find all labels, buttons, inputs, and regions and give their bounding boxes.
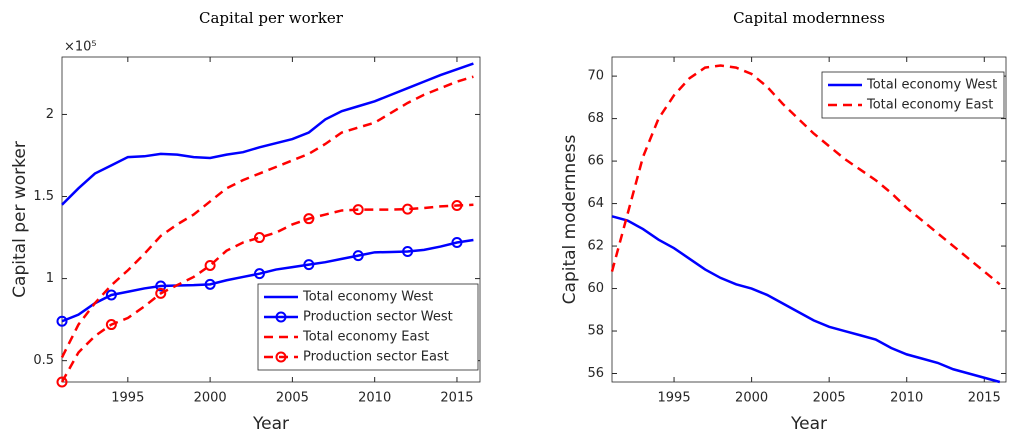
y-tick-label: 1.5 — [33, 189, 54, 204]
legend-marker — [275, 351, 287, 363]
series-marker — [56, 315, 68, 327]
series-marker — [155, 280, 167, 292]
legend-label: Production sector East — [303, 350, 449, 365]
series-marker — [253, 232, 265, 244]
y-tick-label: 1 — [46, 271, 54, 286]
y-tick-label: 2 — [46, 107, 54, 122]
y-tick-label: 58 — [587, 324, 604, 339]
x-axis-label: Year — [252, 414, 289, 434]
y-tick-label: 56 — [587, 366, 604, 381]
series-marker — [451, 236, 463, 248]
series-marker — [303, 213, 315, 225]
x-tick-label: 2010 — [358, 391, 391, 406]
legend-label: Total economy West — [302, 290, 433, 305]
x-tick-label: 1995 — [111, 391, 144, 406]
chart-title: Capital per worker — [199, 9, 344, 27]
series-marker — [402, 246, 414, 258]
series-line — [611, 215, 1001, 384]
legend-box — [257, 283, 479, 371]
series-marker — [204, 259, 216, 271]
legend-label: Total economy West — [866, 78, 997, 93]
y-tick-label: 0.5 — [33, 353, 54, 368]
series-marker — [303, 259, 315, 271]
legend-label: Total economy East — [866, 98, 993, 113]
y-tick-label: 68 — [587, 111, 604, 126]
y-tick-label: 70 — [587, 69, 604, 84]
series-marker — [253, 268, 265, 280]
x-axis-label: Year — [790, 414, 827, 434]
series-marker — [155, 287, 167, 299]
x-tick-label: 2010 — [890, 391, 923, 406]
series-marker — [56, 376, 68, 388]
x-tick-label: 2015 — [968, 391, 1001, 406]
y-axis-label: Capital per worker — [10, 141, 30, 298]
x-tick-label: 2000 — [735, 391, 768, 406]
y-tick-label: 62 — [587, 239, 604, 254]
x-tick-label: 1995 — [658, 391, 691, 406]
series-line — [60, 203, 474, 383]
x-tick-label: 2005 — [276, 391, 309, 406]
series-marker — [451, 200, 463, 212]
legend-box — [821, 71, 1005, 119]
series-line — [61, 62, 474, 206]
y-multiplier: ×10⁵ — [64, 40, 97, 55]
x-tick-label: 2005 — [813, 391, 846, 406]
series-line — [610, 64, 1001, 286]
legend-marker — [275, 311, 287, 323]
series-line — [61, 238, 474, 323]
y-tick-label: 60 — [587, 281, 604, 296]
series-marker — [352, 204, 364, 216]
series-marker — [105, 289, 117, 301]
series-marker — [105, 319, 117, 331]
y-tick-label: 66 — [587, 154, 604, 169]
series-marker — [204, 278, 216, 290]
legend-label: Total economy East — [302, 330, 429, 345]
series-marker — [352, 250, 364, 262]
x-tick-label: 2000 — [194, 391, 227, 406]
x-tick-label: 2015 — [440, 391, 473, 406]
series-marker — [402, 203, 414, 215]
y-axis-label: Capital modernness — [560, 135, 580, 305]
chart-title: Capital modernness — [733, 9, 885, 27]
legend-label: Production sector West — [303, 310, 453, 325]
y-tick-label: 64 — [587, 196, 604, 211]
series-line — [60, 75, 474, 358]
